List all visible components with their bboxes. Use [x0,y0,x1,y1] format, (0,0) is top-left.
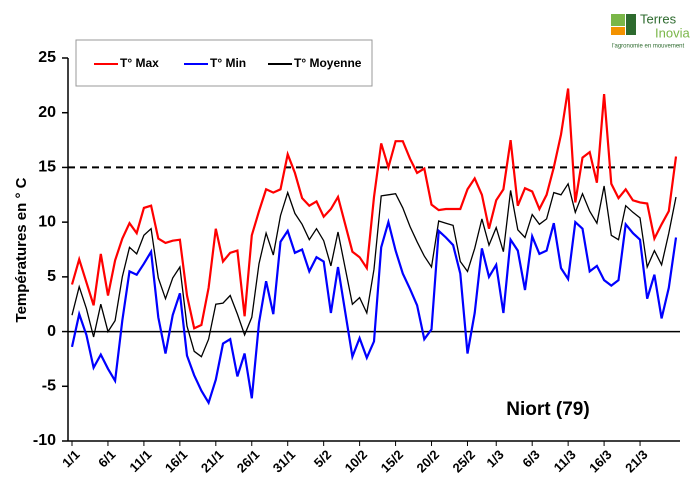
annotation: Niort (79) [506,399,589,420]
logo-block [611,27,625,35]
series-line [70,88,678,330]
y-tick-label: 15 [38,159,56,176]
series-line [71,182,677,358]
series-line [70,217,678,406]
logo: Terres Inovia l'agronomie en mouvement [611,11,690,50]
legend-label: T° Min [210,56,246,70]
y-tick-label: 25 [38,49,56,66]
legend: T° Max T° Min T° Moyenne [75,39,373,87]
logo-tagline: l'agronomie en mouvement [612,44,685,50]
y-tick-label: 10 [38,213,56,230]
legend-label: T° Max [120,56,159,70]
legend-box [75,39,373,87]
logo-block [626,14,636,35]
y-tick-label: 0 [47,323,56,340]
y-tick-label: 5 [47,268,56,285]
logo-name: Terres [640,11,677,26]
logo-block [611,14,625,26]
y-tick-label: 20 [38,104,56,121]
logo-name: Inovia [655,25,690,40]
y-tick-label: -5 [42,378,56,395]
y-axis-label: Températures en ° C [13,177,30,322]
legend-label: T° Moyenne [294,56,362,70]
y-tick-label: -10 [33,432,56,449]
